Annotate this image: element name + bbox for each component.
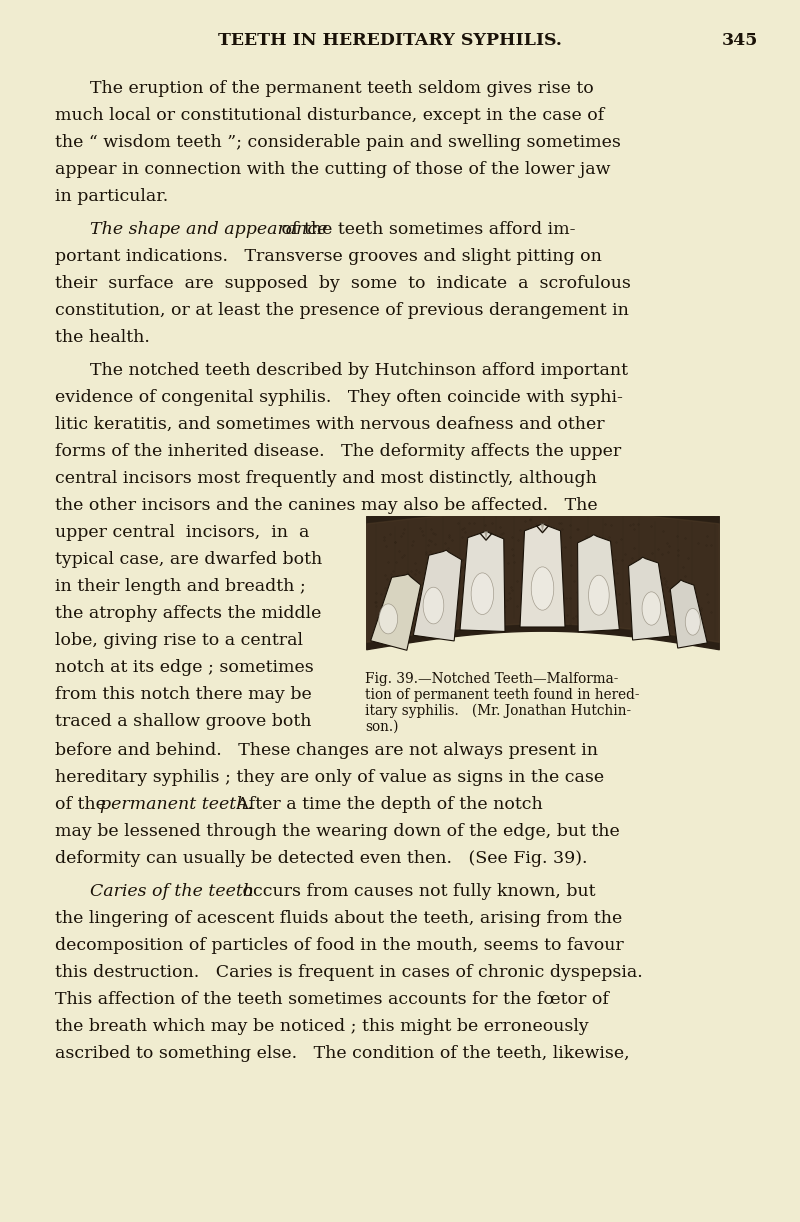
Text: permanent teeth.: permanent teeth. [101, 796, 254, 813]
Text: the “ wisdom teeth ”; considerable pain and swelling sometimes: the “ wisdom teeth ”; considerable pain … [55, 134, 621, 152]
Text: before and behind.   These changes are not always present in: before and behind. These changes are not… [55, 742, 598, 759]
Text: the atrophy affects the middle: the atrophy affects the middle [55, 605, 322, 622]
Text: The notched teeth described by Hutchinson afford important: The notched teeth described by Hutchinso… [90, 362, 628, 379]
Text: decomposition of particles of food in the mouth, seems to favour: decomposition of particles of food in th… [55, 937, 624, 954]
Text: their  surface  are  supposed  by  some  to  indicate  a  scrofulous: their surface are supposed by some to in… [55, 275, 631, 292]
Polygon shape [460, 530, 505, 632]
Text: The shape and appearance: The shape and appearance [90, 221, 327, 238]
Text: deformity can usually be detected even then.   (See Fig. 39).: deformity can usually be detected even t… [55, 851, 587, 866]
Text: forms of the inherited disease.   The deformity affects the upper: forms of the inherited disease. The defo… [55, 444, 622, 459]
Text: of the teeth sometimes afford im-: of the teeth sometimes afford im- [276, 221, 575, 238]
Ellipse shape [589, 576, 609, 615]
Text: itary syphilis.   (Mr. Jonathan Hutchin-: itary syphilis. (Mr. Jonathan Hutchin- [365, 704, 631, 719]
Text: notch at its edge ; sometimes: notch at its edge ; sometimes [55, 659, 314, 676]
Polygon shape [520, 523, 565, 627]
Text: typical case, are dwarfed both: typical case, are dwarfed both [55, 551, 322, 568]
Text: lobe, giving rise to a central: lobe, giving rise to a central [55, 632, 303, 649]
Polygon shape [578, 535, 619, 632]
Ellipse shape [686, 609, 700, 635]
Text: After a time the depth of the notch: After a time the depth of the notch [221, 796, 543, 813]
Text: from this notch there may be: from this notch there may be [55, 686, 312, 703]
Polygon shape [414, 550, 462, 640]
Text: the breath which may be noticed ; this might be erroneously: the breath which may be noticed ; this m… [55, 1018, 589, 1035]
Polygon shape [541, 523, 544, 533]
Text: ascribed to something else.   The condition of the teeth, likewise,: ascribed to something else. The conditio… [55, 1045, 630, 1062]
Text: 345: 345 [722, 32, 758, 49]
Text: this destruction.   Caries is frequent in cases of chronic dyspepsia.: this destruction. Caries is frequent in … [55, 964, 642, 981]
Ellipse shape [423, 588, 444, 624]
Text: tion of permanent teeth found in hered-: tion of permanent teeth found in hered- [365, 688, 639, 701]
Text: upper central  incisors,  in  a: upper central incisors, in a [55, 524, 310, 541]
Text: in particular.: in particular. [55, 188, 168, 205]
Ellipse shape [379, 604, 398, 634]
Text: much local or constitutional disturbance, except in the case of: much local or constitutional disturbance… [55, 108, 604, 123]
Ellipse shape [642, 591, 661, 626]
Text: appear in connection with the cutting of those of the lower jaw: appear in connection with the cutting of… [55, 161, 610, 178]
Text: occurs from causes not fully known, but: occurs from causes not fully known, but [238, 884, 596, 899]
Polygon shape [484, 530, 488, 540]
Text: may be lessened through the wearing down of the edge, but the: may be lessened through the wearing down… [55, 822, 620, 840]
Ellipse shape [471, 573, 494, 615]
Text: portant indications.   Transverse grooves and slight pitting on: portant indications. Transverse grooves … [55, 248, 602, 265]
Text: the lingering of acescent fluids about the teeth, arising from the: the lingering of acescent fluids about t… [55, 910, 622, 927]
Text: hereditary syphilis ; they are only of value as signs in the case: hereditary syphilis ; they are only of v… [55, 769, 604, 786]
Text: TEETH IN HEREDITARY SYPHILIS.: TEETH IN HEREDITARY SYPHILIS. [218, 32, 562, 49]
Text: Fig. 39.—Notched Teeth—Malforma-: Fig. 39.—Notched Teeth—Malforma- [365, 672, 618, 686]
Polygon shape [670, 580, 707, 648]
Text: central incisors most frequently and most distinctly, although: central incisors most frequently and mos… [55, 470, 597, 488]
Text: in their length and breadth ;: in their length and breadth ; [55, 578, 306, 595]
Text: evidence of congenital syphilis.   They often coincide with syphi-: evidence of congenital syphilis. They of… [55, 389, 623, 406]
Text: constitution, or at least the presence of previous derangement in: constitution, or at least the presence o… [55, 302, 629, 319]
Text: son.): son.) [365, 720, 398, 734]
Text: of the: of the [55, 796, 111, 813]
Polygon shape [629, 557, 670, 640]
Ellipse shape [531, 567, 554, 610]
Polygon shape [370, 574, 421, 650]
Text: litic keratitis, and sometimes with nervous deafness and other: litic keratitis, and sometimes with nerv… [55, 415, 605, 433]
Text: the other incisors and the canines may also be affected.   The: the other incisors and the canines may a… [55, 497, 598, 514]
Text: the health.: the health. [55, 329, 150, 346]
Text: Caries of the teeth: Caries of the teeth [90, 884, 254, 899]
Text: The eruption of the permanent teeth seldom gives rise to: The eruption of the permanent teeth seld… [90, 79, 594, 97]
Text: This affection of the teeth sometimes accounts for the fœtor of: This affection of the teeth sometimes ac… [55, 991, 609, 1008]
Text: traced a shallow groove both: traced a shallow groove both [55, 712, 311, 730]
